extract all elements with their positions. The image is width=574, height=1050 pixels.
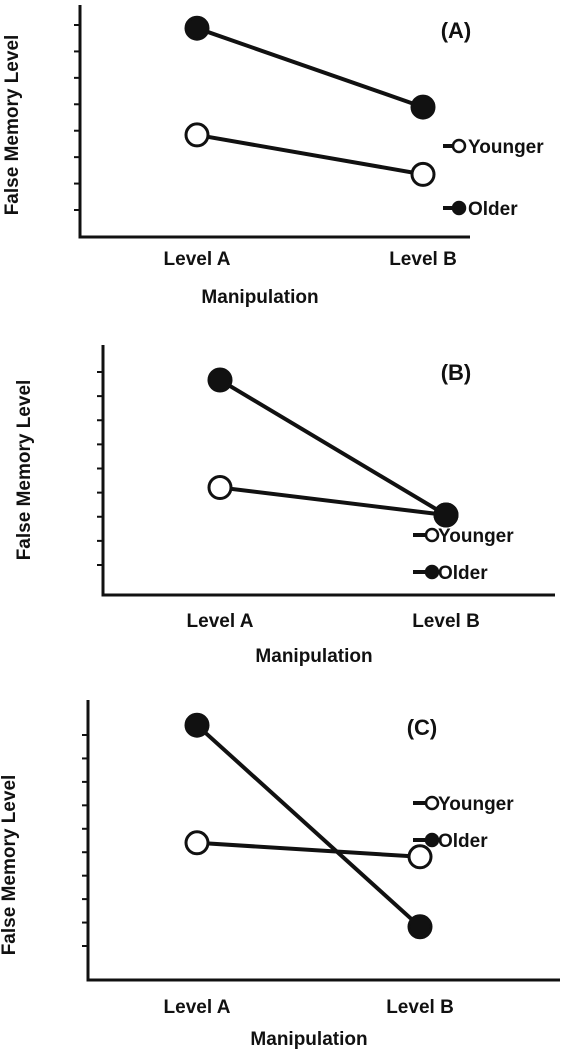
data-point-older: [207, 367, 233, 393]
legend-entry-older: Older: [413, 831, 488, 852]
y-axis-title: False Memory Level: [14, 380, 35, 561]
data-point-older: [410, 94, 436, 120]
x-tick-label: Level A: [187, 611, 254, 632]
legend-label: Younger: [468, 137, 544, 158]
legend-open-circle-icon: [451, 138, 467, 154]
x-axis-title: Manipulation: [201, 287, 318, 308]
data-point-older: [184, 15, 210, 41]
series-line-older: [218, 378, 448, 517]
x-axis-title: Manipulation: [250, 1029, 367, 1050]
x-tick-label: Level B: [386, 997, 454, 1018]
legend-filled-circle-icon: [424, 832, 440, 848]
series-line-older: [195, 723, 422, 929]
series-line-younger: [196, 840, 421, 859]
chart-panel-c: Level A Level B Manipulation False Memory L…: [0, 700, 560, 1050]
legend-entry-younger: Younger: [413, 526, 514, 547]
data-point-younger: [410, 161, 436, 187]
legend-label: Younger: [438, 794, 514, 815]
series-line-older: [196, 26, 424, 109]
legend-filled-circle-icon: [451, 200, 467, 216]
data-point-younger: [407, 844, 433, 870]
legend-label: Older: [468, 199, 518, 220]
x-tick-label: Level A: [164, 249, 231, 270]
data-point-younger: [184, 830, 210, 856]
data-point-older: [407, 914, 433, 940]
panel-label: (B): [441, 360, 472, 385]
x-tick-label: Level A: [164, 997, 231, 1018]
y-axis-title: False Memory Level: [0, 775, 20, 956]
series-line-younger: [219, 485, 447, 517]
panel-label: (A): [441, 18, 472, 43]
legend-filled-circle-icon: [424, 564, 440, 580]
chart-panel-b: Level A Level B Manipulation False Memory L…: [14, 345, 555, 667]
y-axis-title: False Memory Level: [2, 35, 23, 216]
chart-panel-a: Level A Level B Manipulation False Memory L…: [2, 5, 544, 308]
legend-open-circle-icon: [424, 527, 440, 543]
data-point-younger: [207, 475, 233, 500]
x-axis-title: Manipulation: [255, 646, 372, 667]
legend-entry-older: Older: [443, 199, 518, 220]
legend-label: Older: [438, 563, 488, 584]
series-line-younger: [196, 132, 424, 177]
legend-entry-younger: Younger: [413, 794, 514, 815]
data-point-older: [433, 502, 459, 528]
legend-entry-younger: Younger: [443, 137, 544, 158]
legend-entry-older: Older: [413, 563, 488, 584]
legend-label: Younger: [438, 526, 514, 547]
legend-label: Older: [438, 831, 488, 852]
x-tick-label: Level B: [412, 611, 480, 632]
x-tick-label: Level B: [389, 249, 457, 270]
data-point-younger: [184, 122, 210, 148]
panel-label: (C): [407, 715, 438, 740]
data-point-older: [184, 712, 210, 738]
legend-open-circle-icon: [424, 795, 440, 811]
